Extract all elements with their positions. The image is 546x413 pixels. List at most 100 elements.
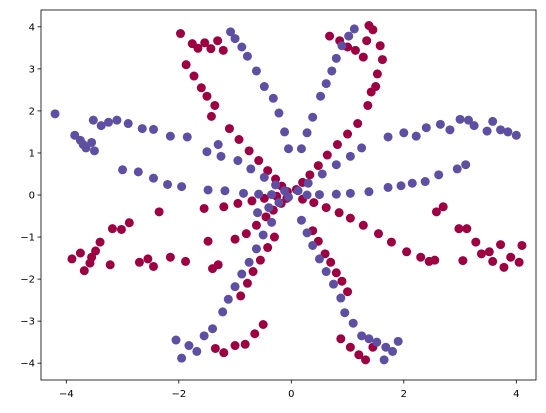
scatter-point	[348, 318, 358, 328]
scatter-point	[364, 334, 374, 344]
scatter-point	[326, 257, 336, 267]
scatter-point	[331, 53, 341, 63]
scatter-point	[364, 187, 374, 197]
scatter-point	[181, 256, 191, 266]
scatter-point	[337, 41, 347, 51]
scatter-point	[343, 129, 353, 139]
scatter-point	[308, 112, 318, 122]
scatter-point	[79, 266, 89, 276]
scatter-point	[361, 355, 371, 365]
scatter-point	[163, 179, 173, 189]
scatter-point	[213, 36, 223, 46]
scatter-point	[189, 71, 199, 81]
scatter-point	[239, 188, 248, 198]
scatter-point	[381, 342, 391, 352]
scatter-point	[104, 117, 113, 127]
scatter-point	[357, 143, 367, 153]
scatter-point	[236, 291, 246, 301]
scatter-point	[118, 165, 128, 175]
y-tick-label: −2	[20, 275, 35, 286]
scatter-point	[254, 156, 264, 166]
scatter-point	[242, 278, 252, 288]
scatter-point	[254, 189, 264, 199]
scatter-point	[234, 135, 244, 144]
scatter-point	[274, 108, 284, 118]
y-tick-label: 4	[29, 22, 35, 33]
scatter-point	[337, 276, 347, 286]
scatter-point	[321, 203, 331, 213]
x-tick-label: 0	[288, 389, 294, 400]
y-tick-label: −4	[20, 359, 35, 370]
scatter-point	[258, 320, 268, 329]
scatter-point	[149, 261, 158, 271]
scatter-point	[303, 178, 313, 188]
scatter-point	[274, 198, 284, 208]
scatter-point	[251, 220, 261, 230]
scatter-point	[431, 207, 441, 217]
scatter-point	[334, 208, 344, 218]
scatter-point	[438, 202, 448, 212]
scatter-point	[514, 257, 524, 267]
scatter-point	[452, 164, 462, 174]
scatter-point	[267, 190, 277, 200]
scatter-point	[336, 293, 346, 303]
scatter-point	[87, 137, 97, 147]
scatter-point	[458, 256, 468, 266]
scatter-point	[343, 287, 353, 297]
scatter-point	[218, 45, 228, 55]
scatter-point	[344, 31, 354, 41]
scatter-point	[293, 186, 303, 196]
scatter-point	[255, 255, 265, 265]
y-tick-label: −1	[20, 233, 35, 244]
scatter-point	[105, 260, 115, 270]
scatter-point	[87, 252, 97, 262]
scatter-point	[353, 119, 363, 129]
y-tick-label: 0	[29, 191, 35, 202]
scatter-point	[208, 324, 218, 334]
scatter-point	[271, 180, 281, 190]
scatter-point	[107, 224, 117, 234]
scatter-point	[230, 34, 240, 44]
scatter-point	[143, 254, 153, 264]
scatter-point	[196, 83, 206, 93]
scatter-point	[484, 247, 494, 257]
scatter-point	[411, 131, 421, 141]
scatter-point	[302, 128, 312, 138]
scatter-point	[154, 207, 164, 217]
scatter-point	[372, 69, 382, 79]
scatter-point	[96, 121, 106, 131]
scatter-point	[241, 229, 251, 239]
scatter-point	[476, 249, 486, 259]
scatter-point	[267, 217, 277, 227]
scatter-point	[336, 334, 346, 344]
scatter-point	[237, 42, 247, 52]
scatter-point	[364, 21, 374, 31]
x-axis: −4 −2 0 2 4	[59, 380, 520, 400]
scatter-point	[464, 115, 473, 125]
scatter-point	[349, 24, 359, 34]
scatter-point	[219, 348, 229, 358]
scatter-point	[345, 213, 355, 223]
scatter-point	[213, 260, 223, 270]
scatter-point	[511, 130, 521, 140]
scatter-point	[503, 127, 513, 137]
scatter-point	[386, 237, 396, 247]
scatter-point	[177, 353, 187, 363]
scatter-point	[345, 188, 355, 198]
scatter-point	[354, 350, 364, 360]
scatter-point	[350, 45, 360, 55]
scatter-point	[219, 202, 229, 212]
scatter-point	[210, 343, 220, 353]
scatter-point	[203, 236, 213, 246]
scatter-point	[112, 115, 122, 125]
scatter-point	[200, 38, 210, 48]
scatter-point	[471, 237, 481, 247]
scatter-point	[75, 248, 85, 258]
scatter-point	[305, 170, 315, 180]
scatter-point	[375, 41, 385, 51]
scatter-point	[88, 115, 98, 125]
scatter-point	[78, 140, 88, 150]
scatter-point	[244, 257, 254, 267]
scatter-point	[181, 60, 191, 70]
